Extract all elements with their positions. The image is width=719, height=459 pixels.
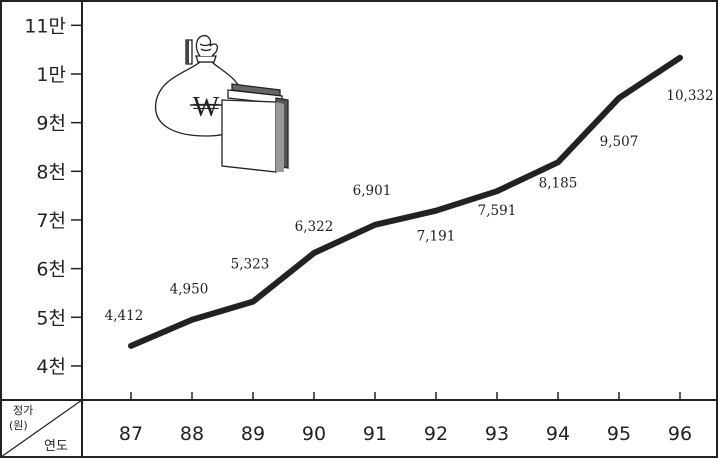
data-label: 4,950 xyxy=(170,282,209,298)
data-point xyxy=(433,208,439,214)
data-point xyxy=(311,250,317,256)
data-label: 7,191 xyxy=(417,229,456,245)
data-point xyxy=(189,317,195,323)
y-tick-label: 6천 xyxy=(36,259,66,281)
data-label: 8,185 xyxy=(539,175,578,191)
x-tick-label: 96 xyxy=(668,423,692,445)
x-tick-label: 92 xyxy=(424,423,448,445)
y-axis-ticks: 4천 5천 6천 7천 8천 9천 1만 11만 xyxy=(24,15,82,378)
y-tick-label: 5천 xyxy=(36,307,66,329)
corner-y-caption-2: (원) xyxy=(9,419,28,432)
corner-x-caption: 연도 xyxy=(44,439,68,454)
x-tick-label: 88 xyxy=(180,423,204,445)
data-label: 9,507 xyxy=(600,134,639,150)
data-point xyxy=(372,222,378,228)
data-point xyxy=(494,188,500,194)
x-tick-label: 95 xyxy=(607,423,631,445)
corner-y-caption-1: 정가 xyxy=(13,404,33,417)
y-tick-label: 1만 xyxy=(36,64,66,86)
data-label: 6,901 xyxy=(353,183,392,199)
x-axis-ticks: 87 88 89 90 91 92 93 94 95 96 xyxy=(119,392,692,445)
data-label: 7,591 xyxy=(478,203,517,219)
data-point xyxy=(250,299,256,305)
data-labels: 4,412 4,950 5,323 6,322 6,901 7,191 7,591 8,185… xyxy=(105,88,714,324)
y-tick-label: 4천 xyxy=(36,356,66,378)
x-tick-label: 89 xyxy=(241,423,265,445)
x-tick-label: 94 xyxy=(546,423,570,445)
data-point xyxy=(128,343,134,349)
x-tick-label: 90 xyxy=(302,423,326,445)
series-line xyxy=(128,54,683,349)
x-tick-label: 93 xyxy=(485,423,509,445)
data-point xyxy=(677,55,683,61)
x-tick-label: 91 xyxy=(363,423,387,445)
data-label: 5,323 xyxy=(231,257,270,273)
data-label: 6,322 xyxy=(295,219,334,235)
corner-diagonal xyxy=(0,399,83,458)
y-tick-label: 9천 xyxy=(36,113,66,135)
series-line-group xyxy=(128,54,683,349)
y-tick-label: 8천 xyxy=(36,161,66,183)
data-label: 10,332 xyxy=(666,88,713,104)
y-tick-label: 7천 xyxy=(36,210,66,232)
money-bag-with-books-icon: ₩ xyxy=(155,34,289,173)
data-point xyxy=(555,159,561,165)
y-tick-label: 11만 xyxy=(24,15,66,37)
won-symbol: ₩ xyxy=(193,90,220,123)
data-point xyxy=(616,95,622,101)
data-label: 4,412 xyxy=(105,308,144,324)
x-tick-label: 87 xyxy=(119,423,143,445)
